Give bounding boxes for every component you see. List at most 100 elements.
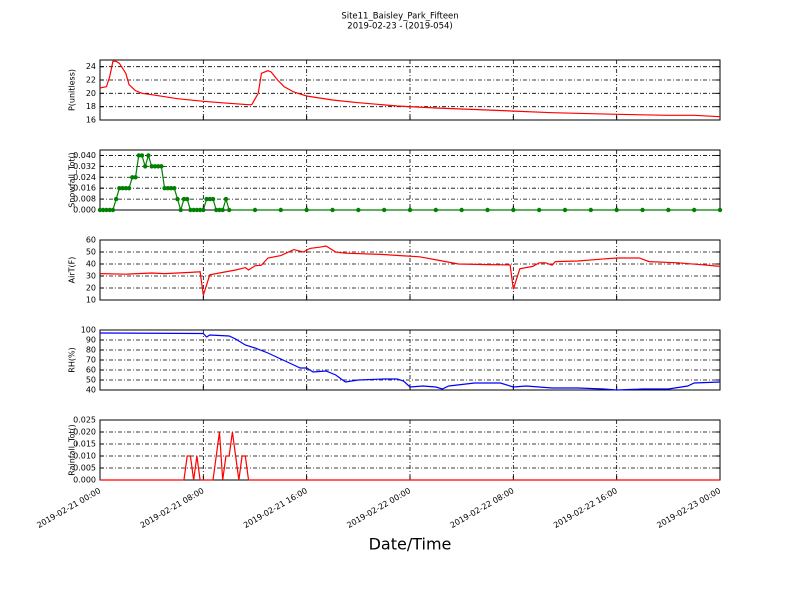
y-tick-label: 0.005	[73, 464, 96, 473]
data-point	[101, 207, 106, 213]
data-point	[691, 207, 697, 213]
y-tick-label: 10	[86, 296, 96, 305]
x-tick-label: 2019-02-21 16:00	[242, 486, 309, 530]
y-tick-label: 0.040	[73, 151, 96, 160]
plot-frame	[99, 329, 721, 391]
data-point	[126, 185, 132, 191]
data-point	[181, 196, 187, 202]
data-point	[149, 164, 154, 169]
y-tick-label: 22	[86, 76, 96, 85]
data-point	[152, 164, 158, 169]
data-point	[110, 207, 116, 213]
data-point	[162, 185, 167, 191]
data-point	[666, 207, 671, 213]
y-tick-label: 18	[86, 102, 96, 111]
y-tick-label: 80	[86, 346, 96, 355]
data-point	[184, 196, 190, 202]
data-point	[107, 207, 112, 213]
y-tick-label: 0.015	[73, 440, 96, 449]
chart-subtitle: 2019-02-23 - (2019-054)	[347, 22, 452, 32]
y-tick-label: 0.010	[73, 452, 96, 461]
data-point	[194, 207, 200, 213]
data-point	[117, 185, 122, 191]
data-point	[536, 207, 542, 213]
y-tick-label: 24	[86, 62, 96, 71]
data-point	[304, 207, 309, 213]
data-point	[123, 185, 129, 191]
y-tick-label: 0.025	[73, 416, 96, 425]
data-point	[133, 175, 138, 180]
data-point	[226, 207, 232, 213]
data-point	[614, 207, 619, 213]
y-tick-label: 100	[81, 326, 96, 335]
data-line	[99, 332, 721, 391]
y-tick-label: 0.020	[73, 428, 96, 437]
y-tick-label: 0.024	[73, 173, 96, 182]
data-point	[168, 185, 174, 191]
data-point	[104, 207, 109, 213]
y-axis-label: AirT(F)	[68, 257, 77, 284]
data-point	[204, 196, 209, 202]
data-point	[139, 153, 145, 158]
y-tick-label: 0.000	[73, 476, 96, 485]
data-point	[143, 164, 148, 169]
y-tick-label: 0.016	[73, 184, 96, 193]
data-point	[220, 207, 225, 213]
y-tick-label: 0.000	[73, 206, 96, 215]
data-point	[210, 196, 216, 202]
y-tick-label: 20	[86, 89, 96, 98]
y-tick-label: 0.008	[73, 195, 96, 204]
data-point	[165, 185, 171, 191]
data-point	[97, 207, 103, 213]
y-tick-label: 60	[86, 366, 96, 375]
plot-frame	[99, 59, 721, 121]
data-point	[146, 153, 151, 158]
data-point	[191, 207, 196, 213]
data-point	[588, 207, 594, 213]
x-tick-label: 2019-02-22 00:00	[345, 486, 412, 530]
data-point	[172, 185, 177, 191]
data-point	[197, 207, 203, 213]
data-point	[207, 196, 212, 202]
data-point	[136, 153, 141, 158]
data-line	[100, 431, 720, 481]
y-tick-label: 50	[86, 248, 96, 257]
y-axis-label: P(unitless)	[68, 69, 77, 111]
x-axis-label: Date/Time	[369, 535, 452, 554]
y-tick-label: 30	[86, 272, 96, 281]
data-point	[217, 207, 222, 213]
y-axis-label: RH(%)	[68, 347, 77, 372]
data-point	[159, 164, 164, 169]
data-point	[562, 207, 568, 213]
y-axis-label: Snowfall_Tot()	[68, 152, 77, 208]
data-point	[485, 207, 490, 213]
data-point	[459, 207, 464, 213]
y-tick-label: 40	[86, 386, 96, 395]
x-tick-label: 2019-02-23 00:00	[655, 486, 722, 530]
y-tick-label: 16	[86, 116, 96, 125]
y-tick-label: 20	[86, 284, 96, 293]
chart-title: Site11_Baisley_Park_Fifteen	[341, 12, 458, 22]
x-tick-label: 2019-02-22 08:00	[449, 486, 516, 530]
x-tick-label: 2019-02-21 08:00	[139, 486, 206, 530]
data-point	[130, 175, 135, 180]
data-point	[178, 207, 183, 213]
y-tick-label: 0.032	[73, 162, 96, 171]
data-line	[99, 60, 721, 118]
y-tick-label: 70	[86, 356, 96, 365]
data-point	[278, 207, 284, 213]
data-point	[717, 207, 723, 213]
y-axis-label: Rainfall_Tot()	[68, 424, 77, 476]
plot-frame	[99, 239, 721, 301]
data-point	[201, 207, 206, 213]
data-point	[188, 207, 193, 213]
data-point	[381, 207, 387, 213]
data-point	[120, 185, 125, 191]
data-line	[99, 245, 721, 296]
data-point	[175, 196, 180, 202]
data-point	[330, 207, 335, 213]
y-tick-label: 40	[86, 260, 96, 269]
data-point	[433, 207, 439, 213]
